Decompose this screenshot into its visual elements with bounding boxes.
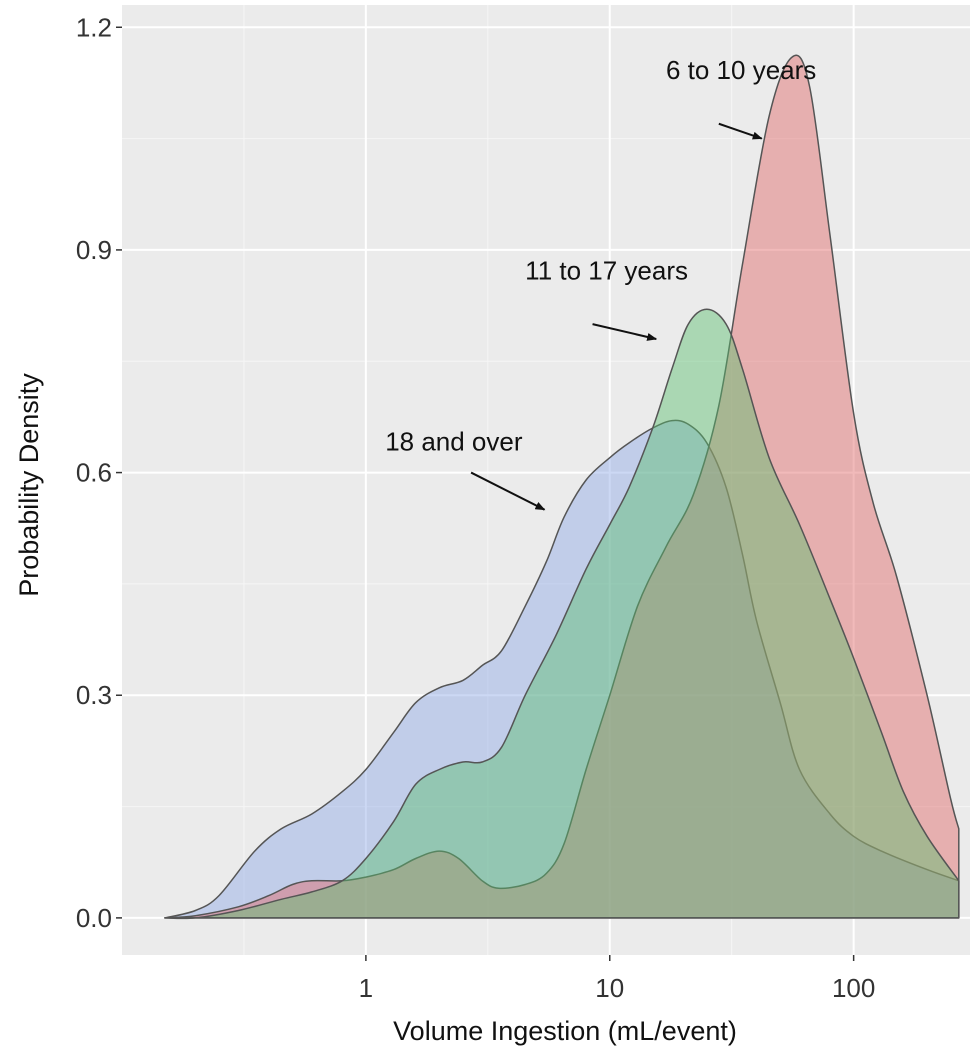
plot-panel — [122, 5, 970, 955]
y-tick-label: 0.3 — [76, 680, 112, 710]
y-axis-title: Probability Density — [14, 373, 44, 597]
y-tick-label: 1.2 — [76, 12, 112, 42]
axis-ticks: 0.0 0.3 0.6 0.9 1.2 1 10 100 — [76, 12, 875, 1003]
series-layer — [164, 54, 960, 920]
x-tick-label: 100 — [832, 973, 875, 1003]
density-area-3 — [164, 308, 960, 920]
x-axis-title: Volume Ingestion (mL/event) — [393, 1016, 737, 1046]
y-tick-label: 0.9 — [76, 235, 112, 265]
x-tick-label: 1 — [359, 973, 373, 1003]
density-area-1 — [164, 419, 960, 919]
annotation-label: 11 to 17 years — [525, 256, 688, 286]
density-area-2 — [164, 54, 960, 919]
y-tick-label: 0.6 — [76, 458, 112, 488]
annotation-label: 6 to 10 years — [666, 55, 816, 85]
x-tick-label: 10 — [595, 973, 624, 1003]
y-tick-label: 0.0 — [76, 903, 112, 933]
annotation-label: 18 and over — [385, 426, 523, 456]
annotation-arrow — [470, 471, 546, 511]
annotations: 6 to 10 years 11 to 17 years 18 and over — [385, 55, 816, 511]
annotation-arrow — [718, 122, 763, 140]
annotation-arrow — [592, 323, 658, 341]
